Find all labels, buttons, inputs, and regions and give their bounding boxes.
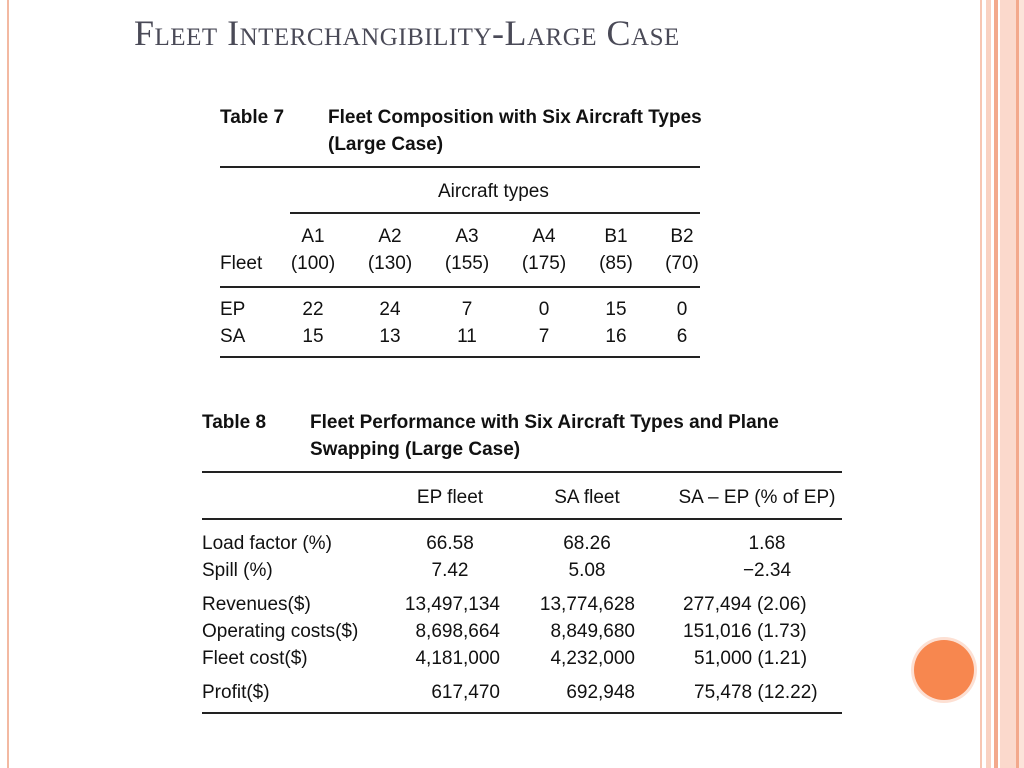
table-7-fleet: SA xyxy=(220,326,246,347)
table-8-ep-value: 4,181,000 xyxy=(415,648,500,669)
table-8-sa-value: 692,948 xyxy=(566,682,635,703)
table-8-ep-value: 13,497,134 xyxy=(404,594,500,615)
table-8-caption-line-1: Fleet Performance with Six Aircraft Type… xyxy=(310,412,779,433)
table-7-header-rule xyxy=(220,286,700,288)
table-8-header-ep: EP fleet xyxy=(416,487,484,508)
table-7-value: 16 xyxy=(605,326,627,347)
table-7-value: 0 xyxy=(676,299,688,320)
table-7-caption-line-2: (Large Case) xyxy=(328,134,444,155)
table-8-diff-value: 51,000 (1.21) xyxy=(694,648,808,669)
table-7-group-header: Aircraft types xyxy=(438,181,549,202)
table-7-col-capacity: (70) xyxy=(665,253,699,274)
table-7-value: 6 xyxy=(676,326,688,347)
table-8-sa-value: 5.08 xyxy=(568,560,606,581)
right-stripe-5 xyxy=(1016,0,1019,768)
table-8-metric: Fleet cost($) xyxy=(202,648,308,669)
table-7-value: 22 xyxy=(302,299,324,320)
table-7-col-name: A1 xyxy=(301,226,325,247)
slide-title: Fleet Interchangibility-Large Case xyxy=(134,13,680,53)
table-7-col-capacity: (85) xyxy=(599,253,633,274)
table-8-ep-value: 7.42 xyxy=(431,560,469,581)
table-7-col-name: B1 xyxy=(604,226,628,247)
table-7-label: Table 7 xyxy=(220,107,285,128)
table-8-metric: Profit($) xyxy=(202,682,270,703)
table-7-value: 11 xyxy=(457,326,477,347)
table-7-col-capacity: (155) xyxy=(444,253,490,274)
table-8-metric: Spill (%) xyxy=(202,560,273,581)
table-8-ep-value: 617,470 xyxy=(431,682,500,703)
table-7-bottom-rule xyxy=(220,356,700,358)
table-8-header-rule xyxy=(202,518,842,520)
table-7-col-name: B2 xyxy=(670,226,694,247)
table-7-col-name: A4 xyxy=(532,226,556,247)
table-8-diff-value: 1.68 xyxy=(748,533,786,554)
table-7-fleet: EP xyxy=(220,299,246,320)
table-7-row-header: Fleet xyxy=(220,253,263,274)
accent-circle xyxy=(914,640,974,700)
table-8-label: Table 8 xyxy=(202,412,267,433)
right-stripe-4 xyxy=(1000,0,1016,768)
table-8-top-rule xyxy=(202,471,842,473)
table-7-value: 13 xyxy=(379,326,401,347)
table-8-header-sa: SA fleet xyxy=(554,487,620,508)
table-8-diff-value: 277,494 (2.06) xyxy=(683,594,807,615)
table-8-bottom-rule xyxy=(202,712,842,714)
table-7-col-capacity: (130) xyxy=(367,253,413,274)
table-8-sa-value: 8,849,680 xyxy=(550,621,635,642)
left-border-line xyxy=(7,0,9,768)
table-8-metric: Operating costs($) xyxy=(202,621,359,642)
table-7-value: 15 xyxy=(605,299,627,320)
table-8-caption-line-2: Swapping (Large Case) xyxy=(310,439,521,460)
table-8-ep-value: 66.58 xyxy=(426,533,474,554)
table-7-value: 7 xyxy=(461,299,473,320)
table-8-sa-value: 4,232,000 xyxy=(550,648,635,669)
table-8-diff-value: −2.34 xyxy=(742,560,792,581)
table-7-col-name: A3 xyxy=(455,226,479,247)
right-stripe-2 xyxy=(986,0,991,768)
table-8-header-diff: SA – EP (% of EP) xyxy=(678,487,836,508)
table-8-sa-value: 13,774,628 xyxy=(539,594,635,615)
table-8-metric: Load factor (%) xyxy=(202,533,332,554)
table-7-group-rule xyxy=(290,212,700,214)
table-7-top-rule xyxy=(220,166,700,168)
table-7-value: 15 xyxy=(302,326,324,347)
table-8-metric: Revenues($) xyxy=(202,594,311,615)
table-8-diff-value: 151,016 (1.73) xyxy=(683,621,807,642)
right-stripe-3 xyxy=(994,0,998,768)
table-7-col-capacity: (100) xyxy=(290,253,336,274)
table-7-value: 7 xyxy=(538,326,550,347)
table-8-diff-value: 75,478 (12.22) xyxy=(694,682,818,703)
table-8-ep-value: 8,698,664 xyxy=(415,621,500,642)
table-7-col-capacity: (175) xyxy=(521,253,567,274)
table-7-value: 24 xyxy=(379,299,401,320)
table-7-value: 0 xyxy=(538,299,550,320)
right-stripe-1 xyxy=(980,0,982,768)
right-stripe-6 xyxy=(1019,0,1024,768)
table-7-caption-line-1: Fleet Composition with Six Aircraft Type… xyxy=(328,107,702,128)
table-8-sa-value: 68.26 xyxy=(563,533,611,554)
table-7-col-name: A2 xyxy=(378,226,402,247)
